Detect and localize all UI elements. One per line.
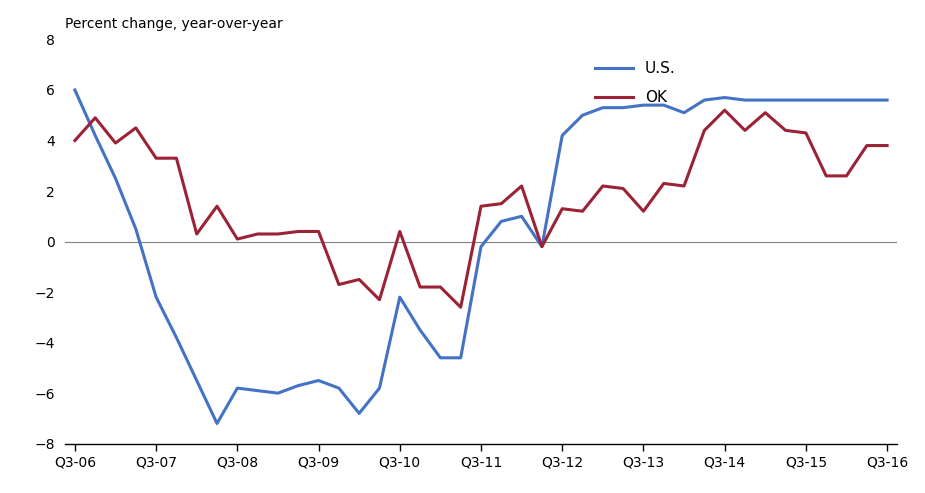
OK [151,155,162,161]
OK [557,206,568,211]
OK [861,142,872,148]
OK [719,107,730,113]
OK [212,203,223,209]
OK [313,229,324,235]
U.S. [861,97,872,103]
U.S. [333,385,344,391]
U.S. [374,385,385,391]
OK [739,128,750,134]
U.S. [618,105,629,110]
OK [598,183,609,189]
OK [394,229,405,235]
OK [475,203,487,209]
OK [272,231,283,237]
U.S. [739,97,750,103]
U.S. [313,378,324,384]
OK [455,304,466,310]
U.S. [882,97,893,103]
Line: U.S.: U.S. [75,90,887,423]
U.S. [577,112,588,118]
U.S. [455,355,466,361]
U.S. [780,97,791,103]
U.S. [679,110,690,116]
U.S. [151,294,162,300]
OK [841,173,852,179]
OK [130,125,142,131]
OK [679,183,690,189]
OK [516,183,527,189]
U.S. [719,95,730,101]
OK [496,201,507,207]
U.S. [253,387,264,393]
U.S. [659,102,670,108]
OK [69,138,80,143]
U.S. [516,213,527,219]
OK [90,115,101,121]
U.S. [841,97,852,103]
OK [333,282,344,287]
OK [882,142,893,148]
U.S. [232,385,243,391]
OK [659,180,670,186]
U.S. [435,355,446,361]
OK [292,229,303,235]
U.S. [90,133,101,139]
U.S. [557,133,568,139]
Text: Percent change, year-over-year: Percent change, year-over-year [65,17,282,32]
U.S. [353,410,364,416]
OK [759,110,771,116]
Legend: U.S., OK: U.S., OK [588,55,682,111]
U.S. [475,244,487,249]
OK [171,155,182,161]
OK [577,209,588,214]
OK [191,231,203,237]
OK [353,277,364,282]
U.S. [130,226,142,232]
OK [110,140,121,146]
U.S. [292,383,303,388]
U.S. [598,105,609,110]
Line: OK: OK [75,110,887,307]
U.S. [69,87,80,93]
OK [698,128,709,134]
OK [536,244,548,249]
U.S. [759,97,771,103]
U.S. [110,176,121,181]
U.S. [496,218,507,224]
U.S. [536,244,548,249]
U.S. [414,327,426,333]
U.S. [820,97,832,103]
U.S. [212,421,223,426]
OK [232,236,243,242]
U.S. [698,97,709,103]
OK [414,284,426,290]
U.S. [191,378,203,384]
OK [253,231,264,237]
OK [800,130,811,136]
OK [374,297,385,303]
OK [618,185,629,191]
OK [435,284,446,290]
OK [820,173,832,179]
U.S. [394,294,405,300]
OK [780,128,791,134]
U.S. [800,97,811,103]
U.S. [171,335,182,341]
OK [638,209,649,214]
U.S. [272,390,283,396]
U.S. [638,102,649,108]
